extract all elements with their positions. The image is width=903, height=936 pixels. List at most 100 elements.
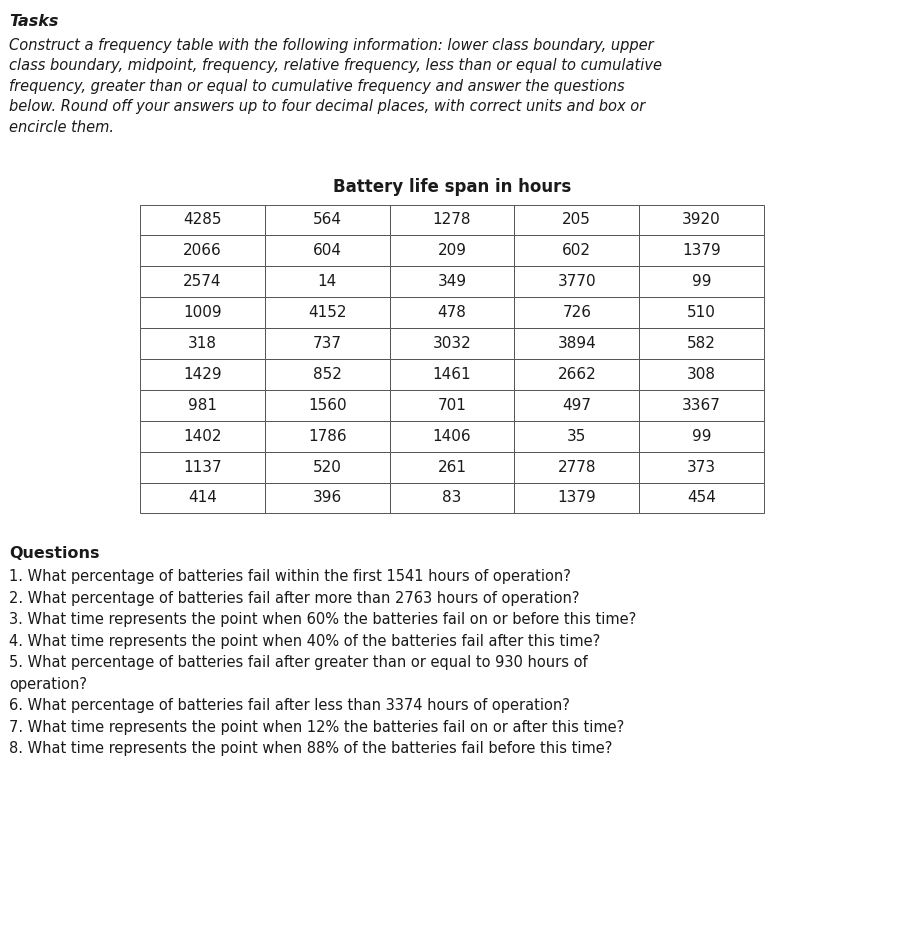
- Text: 396: 396: [312, 490, 341, 505]
- Bar: [140, 421, 265, 452]
- Bar: [514, 297, 638, 328]
- Text: below. Round off your answers up to four decimal places, with correct units and : below. Round off your answers up to four…: [9, 99, 645, 114]
- Text: 4285: 4285: [183, 212, 221, 227]
- Bar: [265, 451, 389, 483]
- Bar: [265, 297, 389, 328]
- Text: 83: 83: [442, 490, 461, 505]
- Bar: [638, 358, 763, 389]
- Bar: [389, 328, 514, 358]
- Text: 3367: 3367: [681, 398, 721, 413]
- Bar: [514, 266, 638, 297]
- Text: 510: 510: [686, 305, 715, 320]
- Bar: [389, 389, 514, 421]
- Text: 3770: 3770: [557, 274, 595, 289]
- Text: 4. What time represents the point when 40% of the batteries fail after this time: 4. What time represents the point when 4…: [9, 634, 600, 649]
- Text: 1402: 1402: [183, 429, 221, 444]
- Bar: [265, 235, 389, 266]
- Text: 1. What percentage of batteries fail within the first 1541 hours of operation?: 1. What percentage of batteries fail wit…: [9, 569, 571, 584]
- Text: 3032: 3032: [433, 336, 470, 351]
- Bar: [514, 204, 638, 235]
- Bar: [140, 297, 265, 328]
- Bar: [638, 297, 763, 328]
- Text: 726: 726: [562, 305, 591, 320]
- Bar: [265, 389, 389, 421]
- Text: 373: 373: [686, 460, 715, 475]
- Text: 497: 497: [562, 398, 591, 413]
- Text: 981: 981: [188, 398, 217, 413]
- Bar: [265, 358, 389, 389]
- Text: 99: 99: [691, 429, 711, 444]
- Text: 3920: 3920: [682, 212, 720, 227]
- Text: 2. What percentage of batteries fail after more than 2763 hours of operation?: 2. What percentage of batteries fail aft…: [9, 591, 579, 606]
- Text: 35: 35: [566, 429, 586, 444]
- Bar: [514, 328, 638, 358]
- Text: 852: 852: [312, 367, 341, 382]
- Text: 1406: 1406: [433, 429, 470, 444]
- Text: 1786: 1786: [308, 429, 346, 444]
- Bar: [265, 421, 389, 452]
- Text: operation?: operation?: [9, 677, 87, 692]
- Text: 1379: 1379: [557, 490, 595, 505]
- Text: 14: 14: [317, 274, 337, 289]
- Bar: [638, 266, 763, 297]
- Bar: [514, 451, 638, 483]
- Bar: [389, 421, 514, 452]
- Text: 1560: 1560: [308, 398, 346, 413]
- Text: 7. What time represents the point when 12% the batteries fail on or after this t: 7. What time represents the point when 1…: [9, 720, 624, 735]
- Text: 3. What time represents the point when 60% the batteries fail on or before this : 3. What time represents the point when 6…: [9, 612, 636, 627]
- Bar: [140, 266, 265, 297]
- Text: 99: 99: [691, 274, 711, 289]
- Bar: [389, 297, 514, 328]
- Bar: [265, 328, 389, 358]
- Bar: [389, 358, 514, 389]
- Text: 318: 318: [188, 336, 217, 351]
- Text: 582: 582: [686, 336, 715, 351]
- Bar: [514, 358, 638, 389]
- Text: 308: 308: [686, 367, 715, 382]
- Bar: [638, 235, 763, 266]
- Text: 454: 454: [686, 490, 715, 505]
- Bar: [514, 421, 638, 452]
- Text: 1009: 1009: [183, 305, 221, 320]
- Text: 478: 478: [437, 305, 466, 320]
- Text: encircle them.: encircle them.: [9, 120, 114, 135]
- Text: class boundary, midpoint, frequency, relative frequency, less than or equal to c: class boundary, midpoint, frequency, rel…: [9, 58, 661, 73]
- Text: 6. What percentage of batteries fail after less than 3374 hours of operation?: 6. What percentage of batteries fail aft…: [9, 698, 569, 713]
- Bar: [389, 266, 514, 297]
- Bar: [140, 235, 265, 266]
- Text: 2574: 2574: [183, 274, 221, 289]
- Text: 1137: 1137: [183, 460, 221, 475]
- Text: 602: 602: [562, 243, 591, 258]
- Text: Construct a frequency table with the following information: lower class boundary: Construct a frequency table with the fol…: [9, 37, 653, 52]
- Bar: [265, 266, 389, 297]
- Text: 2778: 2778: [557, 460, 595, 475]
- Bar: [140, 358, 265, 389]
- Bar: [389, 451, 514, 483]
- Text: 1461: 1461: [433, 367, 470, 382]
- Bar: [638, 451, 763, 483]
- Bar: [140, 328, 265, 358]
- Bar: [265, 204, 389, 235]
- Bar: [265, 483, 389, 513]
- Text: 414: 414: [188, 490, 217, 505]
- Text: Tasks: Tasks: [9, 14, 59, 29]
- Bar: [389, 204, 514, 235]
- Bar: [638, 389, 763, 421]
- Bar: [638, 328, 763, 358]
- Text: 564: 564: [312, 212, 341, 227]
- Text: 8. What time represents the point when 88% of the batteries fail before this tim: 8. What time represents the point when 8…: [9, 741, 611, 756]
- Bar: [638, 421, 763, 452]
- Text: 5. What percentage of batteries fail after greater than or equal to 930 hours of: 5. What percentage of batteries fail aft…: [9, 655, 587, 670]
- Text: 349: 349: [437, 274, 466, 289]
- Text: frequency, greater than or equal to cumulative frequency and answer the question: frequency, greater than or equal to cumu…: [9, 79, 624, 94]
- Text: 261: 261: [437, 460, 466, 475]
- Text: 4152: 4152: [308, 305, 346, 320]
- Bar: [389, 235, 514, 266]
- Text: 1429: 1429: [183, 367, 221, 382]
- Bar: [638, 204, 763, 235]
- Text: Battery life span in hours: Battery life span in hours: [332, 178, 571, 196]
- Bar: [514, 483, 638, 513]
- Text: 701: 701: [437, 398, 466, 413]
- Bar: [389, 483, 514, 513]
- Bar: [140, 451, 265, 483]
